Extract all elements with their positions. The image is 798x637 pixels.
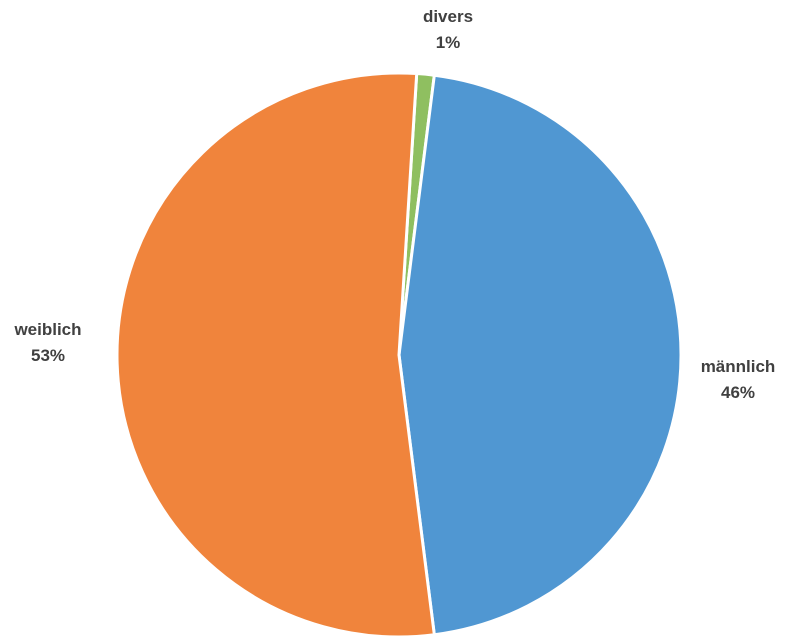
pie-slice-mnnlich xyxy=(397,73,683,637)
data-label-weiblich: weiblich 53% xyxy=(0,317,96,369)
value-label-divers: 1% xyxy=(435,33,461,52)
pie-slice-weiblich xyxy=(115,71,436,637)
data-label-divers: divers 1% xyxy=(408,4,488,56)
category-label-divers: divers xyxy=(422,7,474,26)
category-label-weiblich: weiblich xyxy=(14,320,82,339)
value-label-weiblich: 53% xyxy=(30,346,66,365)
category-label-maennlich: männlich xyxy=(700,357,776,376)
value-label-maennlich: 46% xyxy=(720,383,756,402)
data-label-maennlich: männlich 46% xyxy=(678,354,798,406)
